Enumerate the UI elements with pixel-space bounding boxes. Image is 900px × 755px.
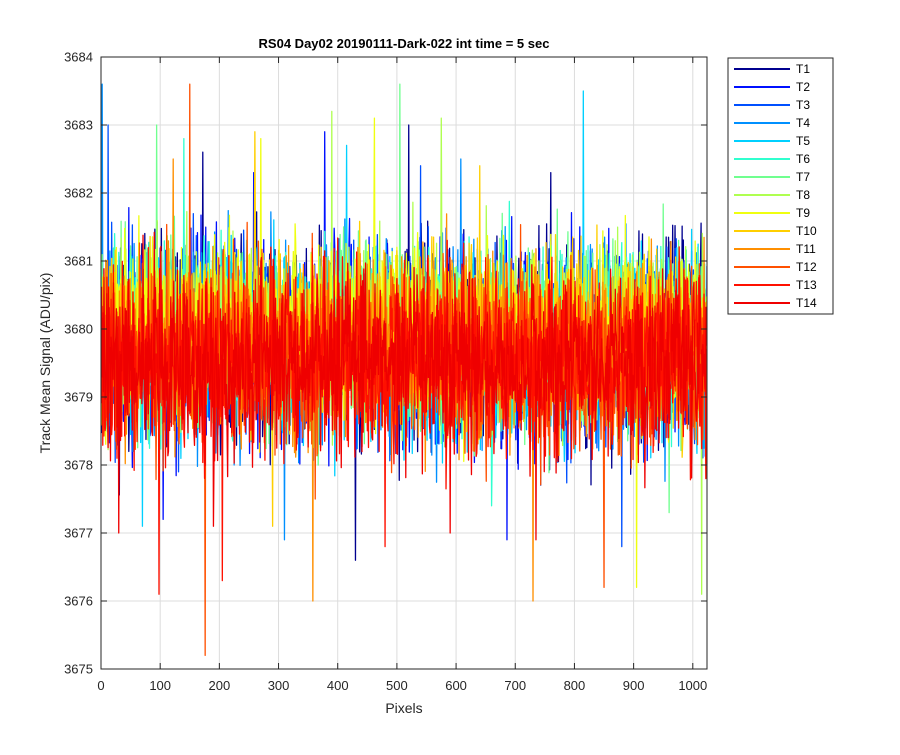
legend-item-t10: T10 <box>734 224 817 238</box>
legend-item-t5: T5 <box>734 134 810 148</box>
x-tick-label: 500 <box>386 678 408 693</box>
y-tick-label: 3680 <box>64 322 93 337</box>
x-tick-label: 1000 <box>678 678 707 693</box>
y-tick-label: 3684 <box>64 50 93 65</box>
x-tick-label: 0 <box>97 678 104 693</box>
legend-label: T3 <box>796 98 810 112</box>
x-tick-label: 800 <box>564 678 586 693</box>
x-tick-label: 600 <box>445 678 467 693</box>
legend-item-t14: T14 <box>734 296 817 310</box>
y-tick-label: 3677 <box>64 526 93 541</box>
y-tick-label: 3678 <box>64 458 93 473</box>
legend-label: T10 <box>796 224 817 238</box>
legend-box <box>727 57 834 315</box>
legend-label: T13 <box>796 278 817 292</box>
x-tick-label: 100 <box>149 678 171 693</box>
x-tick-label: 900 <box>623 678 645 693</box>
legend-label: T11 <box>796 242 816 256</box>
y-tick-label: 3679 <box>64 390 93 405</box>
legend-label: T7 <box>796 170 810 184</box>
legend-label: T4 <box>796 116 810 130</box>
y-tick-label: 3683 <box>64 118 93 133</box>
legend-item-t7: T7 <box>734 170 810 184</box>
plot-frame <box>100 56 708 670</box>
x-tick-label: 700 <box>504 678 526 693</box>
legend-item-t1: T1 <box>734 62 810 76</box>
legend-label: T9 <box>796 206 810 220</box>
y-tick-label: 3681 <box>64 254 93 269</box>
series-lines <box>101 83 707 657</box>
x-axis-label: Pixels <box>385 700 422 716</box>
legend-item-t11: T11 <box>734 242 816 256</box>
axis-ticks: 0 100 200 300 400 500 600 700 800 900 1000 3675 3676… <box>64 50 707 694</box>
y-tick-label: 3682 <box>64 186 93 201</box>
x-tick-label: 400 <box>327 678 349 693</box>
legend-item-t12: T12 <box>734 260 817 274</box>
legend-label: T6 <box>796 152 810 166</box>
legend-label: T1 <box>796 62 810 76</box>
legend-label: T5 <box>796 134 810 148</box>
legend-label: T2 <box>796 80 810 94</box>
legend-item-t6: T6 <box>734 152 810 166</box>
y-tick-label: 3675 <box>64 662 93 677</box>
legend-label: T12 <box>796 260 817 274</box>
legend-item-t3: T3 <box>734 98 810 112</box>
y-axis-label: Track Mean Signal (ADU/pix) <box>37 273 53 454</box>
legend-item-t8: T8 <box>734 188 810 202</box>
x-tick-label: 300 <box>268 678 290 693</box>
x-tick-label: 200 <box>209 678 231 693</box>
legend: T1 T2 T3 T4 T5 T6 T7 T8 T9 T10 T11 T12 T13 T14 <box>727 57 834 315</box>
legend-item-t9: T9 <box>734 206 810 220</box>
legend-label: T8 <box>796 188 810 202</box>
legend-item-t2: T2 <box>734 80 810 94</box>
series-line-t14 <box>101 231 707 541</box>
chart-title: RS04 Day02 20190111-Dark-022 int time = … <box>259 36 550 51</box>
legend-item-t4: T4 <box>734 116 810 130</box>
legend-item-t13: T13 <box>734 278 817 292</box>
y-tick-label: 3676 <box>64 594 93 609</box>
legend-label: T14 <box>796 296 817 310</box>
